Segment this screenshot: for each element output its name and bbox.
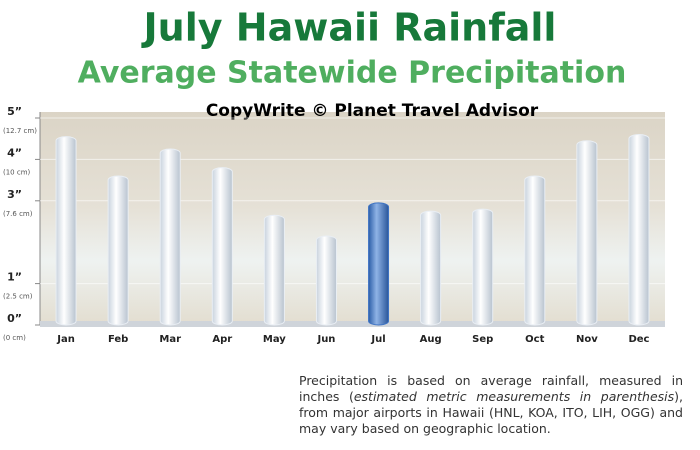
bar: [263, 214, 285, 326]
y-tick-label: 4”: [7, 146, 22, 159]
x-tick-label: Jan: [56, 334, 75, 345]
plot-background: [40, 112, 665, 325]
x-tick-label: Jul: [370, 334, 385, 345]
bar: [576, 140, 598, 326]
y-tick-metric-label: (0 cm): [3, 334, 26, 342]
bar: [472, 208, 494, 326]
bar: [55, 136, 77, 326]
x-tick-label: Sep: [472, 334, 493, 345]
y-tick-label: 1”: [7, 271, 22, 284]
x-tick-label: Dec: [628, 334, 649, 345]
chart-subtitle: Average Statewide Precipitation: [78, 56, 627, 91]
x-tick-label: Jun: [316, 334, 335, 345]
bar: [420, 210, 442, 326]
footnote-text: ), from major airports in Hawaii (HNL, K…: [299, 389, 683, 436]
floor: [40, 321, 665, 327]
bar: [524, 175, 546, 326]
y-tick-label: 5”: [7, 105, 22, 118]
footnote-text: Precipitation is based on average rainfa…: [299, 373, 683, 404]
bar: [107, 175, 129, 326]
x-tick-label: May: [263, 334, 286, 345]
x-tick-label: Oct: [525, 334, 544, 345]
chart-title: July Hawaii Rainfall: [141, 6, 557, 50]
x-tick-label: Nov: [576, 334, 598, 345]
x-tick-label: Apr: [212, 334, 232, 345]
x-tick-label: Feb: [108, 334, 128, 345]
footnote-italic: estimated metric measurements in parenth…: [353, 389, 675, 404]
y-tick-label: 3”: [7, 188, 22, 201]
bar: [368, 202, 390, 326]
bar: [315, 235, 337, 326]
x-tick-label: Aug: [420, 334, 442, 345]
x-tick-label: Mar: [159, 334, 181, 345]
y-tick-metric-label: (10 cm): [3, 168, 31, 176]
y-tick-metric-label: (7.6 cm): [3, 210, 33, 218]
footnote: Precipitation is based on average rainfa…: [299, 373, 683, 437]
bar: [628, 134, 650, 326]
y-tick-metric-label: (2.5 cm): [3, 293, 33, 301]
copyright: CopyWrite © Planet Travel Advisor: [206, 101, 539, 121]
y-tick-metric-label: (12.7 cm): [3, 127, 37, 135]
y-tick-label: 0”: [7, 312, 22, 325]
bar: [211, 167, 233, 326]
bar: [159, 148, 181, 326]
